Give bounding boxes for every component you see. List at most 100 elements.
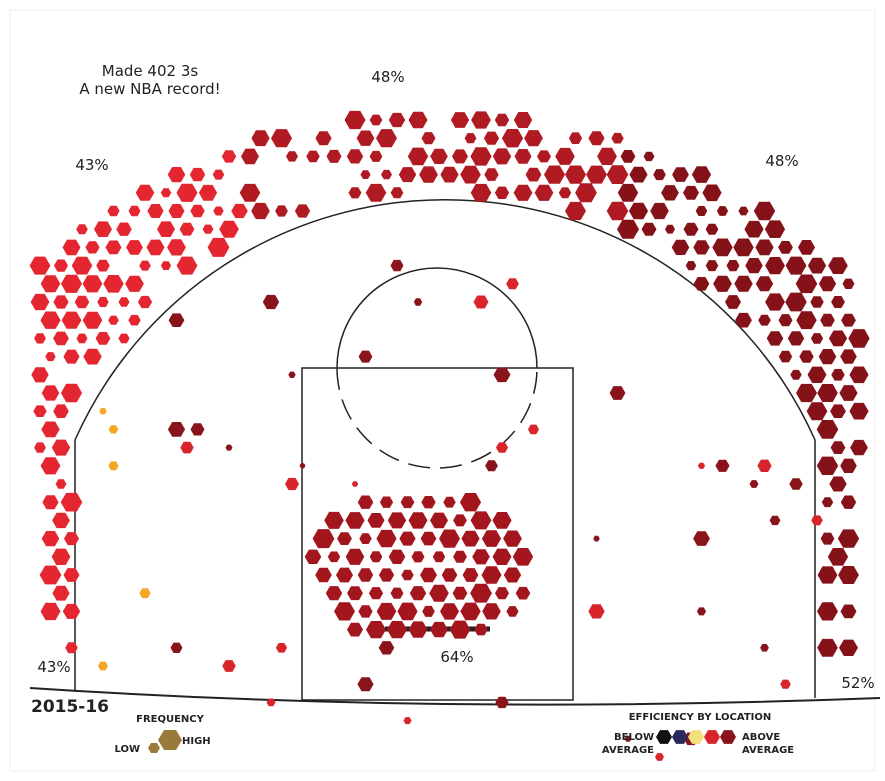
shot-hex [734,275,753,292]
shot-hex [725,295,741,309]
shot-hex [807,366,827,383]
shot-hex [407,147,429,166]
paint [301,367,574,701]
shot-hex [693,240,710,255]
shot-hex [286,151,298,162]
shot-hex [683,222,699,236]
subtitle: A new NBA record! [79,80,220,98]
shot-hex [537,150,551,163]
shot-hex [609,386,626,400]
shot-hex [841,313,856,327]
shot-hex [849,366,869,384]
zone-label: 48% [765,152,798,170]
shot-hex [460,165,481,184]
shot-hex [53,295,69,309]
shot-hex [347,586,363,601]
shot-hex [76,333,88,344]
shot-hex [399,531,416,546]
shot-hex [369,150,383,162]
shot-hex [842,278,855,289]
shot-hex [785,292,807,312]
shot-hex [241,148,259,165]
shot-hex [830,441,846,454]
shot-hex [441,568,458,582]
shot-hex [606,165,629,184]
shot-hex [408,512,428,529]
shot-hex [337,532,352,545]
shot-hex [816,420,839,439]
shot-hex [160,261,172,270]
shot-hex [219,220,239,238]
shot-hex [351,481,359,487]
shot-hex [179,222,195,236]
shot-hex [326,149,342,163]
shot-hex [168,313,185,327]
shot-hex [696,607,707,616]
shot-hex [713,275,732,292]
shot-hex [683,185,699,200]
shot-hex [493,367,511,383]
shot-hex [471,111,491,129]
shot-hex [525,167,542,182]
shot-hex [443,496,456,508]
shot-hex [831,369,845,381]
shot-hex [650,202,669,220]
shot-hex [401,569,414,581]
shot-hex [495,587,509,600]
shot-hex [817,384,838,402]
shot-hex [378,568,395,582]
shot-hex [716,206,729,216]
shot-hex [419,166,438,183]
shot-hex [39,565,62,585]
shot-hex [850,439,868,456]
shot-hex [334,602,355,621]
shot-hex [766,331,784,346]
shot-hex [462,568,479,582]
shot-hex [735,312,752,328]
shot-hex [34,442,46,453]
shot-hex [827,548,849,566]
shot-hex [413,298,423,306]
shot-hex [344,110,366,130]
shot-hex [62,603,81,619]
shot-hex [620,150,636,163]
shot-hex [733,238,754,257]
shot-hex [400,496,415,509]
shot-hex [157,221,175,237]
shot-hex [705,260,719,272]
shot-hex [41,385,60,401]
shot-hex [324,511,344,529]
shot-hex [755,276,774,292]
shot-hex [390,259,404,272]
shot-hex [470,583,492,603]
shot-hex [390,587,404,599]
shot-hex [376,529,397,548]
shot-hex [655,753,664,761]
shot-hex [787,331,805,346]
shot-hex [840,349,857,364]
shot-hex [811,515,823,526]
shot-hex [693,277,710,291]
shot-hex [168,204,185,218]
zone-label: 52% [841,674,874,692]
shot-hex [212,169,225,180]
shot-hex [807,257,827,274]
shot-hex [369,114,383,126]
legend-title: EFFICIENCY BY LOCATION [629,712,772,723]
shot-hex [368,587,384,600]
shot-hex [345,548,365,565]
shot-hex [798,240,815,255]
shot-hex [593,535,600,542]
shot-hex [52,585,70,601]
shot-hex [139,260,151,271]
shot-hex [503,567,522,583]
shot-hex [483,131,500,145]
shot-hex [63,568,80,582]
shot-hex [41,531,60,547]
shot-hex [481,530,502,547]
shot-hex [849,402,869,420]
shot-hex [403,717,412,725]
shot-hex [388,112,406,128]
shot-hex [60,383,83,403]
shot-hex [358,350,373,363]
